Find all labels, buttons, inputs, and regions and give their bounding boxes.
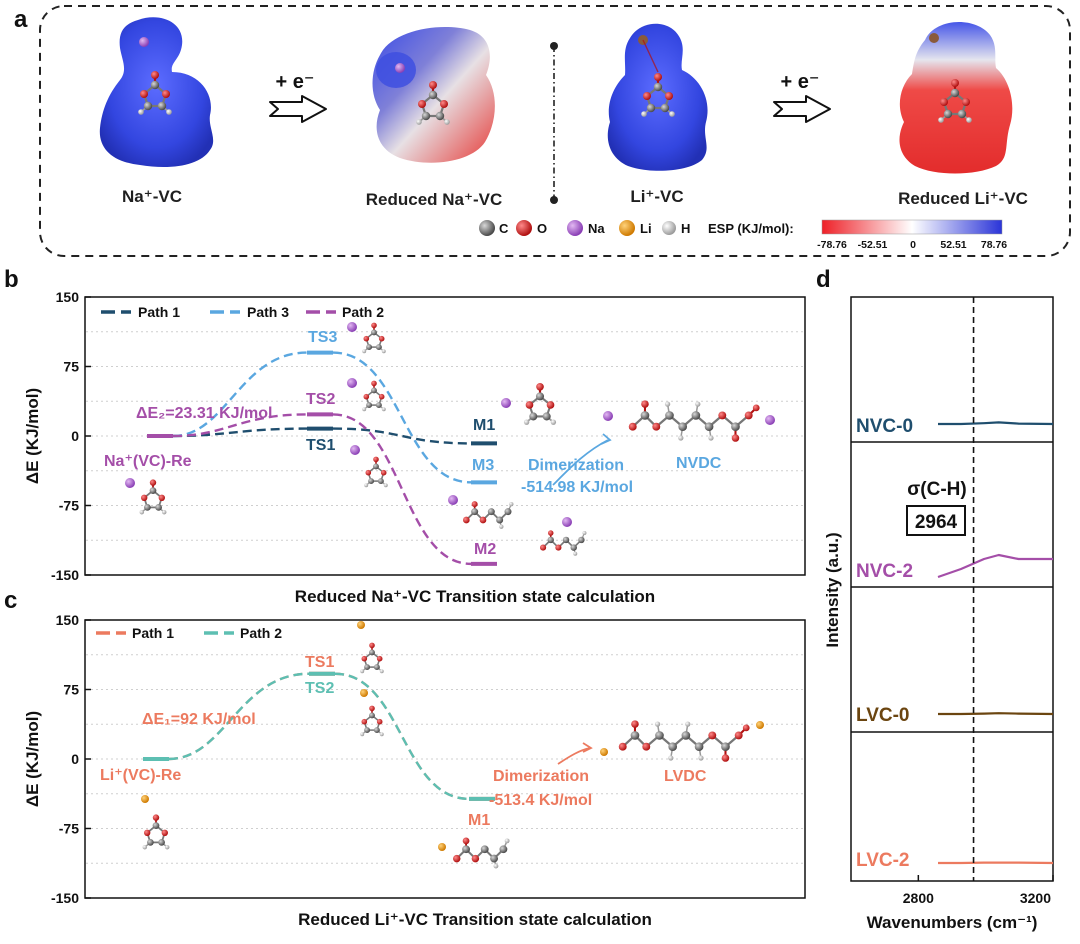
label-c-product: LVDC [664, 768, 707, 785]
legend-o: O [537, 221, 547, 236]
label-c-dimer-energy: -513.4 KJ/mol [489, 792, 592, 809]
ytick-label: 0 [71, 428, 79, 444]
ytick-label: 150 [56, 612, 80, 628]
ytick-label: 0 [71, 751, 79, 767]
label-reduced-li-vc: Reduced Li⁺-VC [898, 189, 1028, 208]
label-c-dimerization: Dimerization [493, 768, 589, 785]
esp-surface-reduced-li-vc [899, 22, 1012, 173]
molecule-na-vc: Na⁺-VC [100, 17, 213, 206]
xtick-label: 2800 [903, 890, 934, 906]
li-atom [929, 33, 939, 43]
panel-letter-b: b [4, 266, 19, 293]
label-lvc-0: LVC-0 [856, 705, 909, 726]
label-c-m1: M1 [468, 812, 490, 829]
esp-surface-na-vc [100, 17, 213, 167]
label-b-m3: M3 [472, 457, 494, 474]
ytick-label: -75 [59, 498, 79, 514]
panel-b-xlabel: Reduced Na⁺-VC Transition state calculat… [295, 587, 655, 606]
legend-path3: Path 3 [247, 304, 289, 320]
panel-letter-a: a [14, 6, 28, 33]
label-b-ts3: TS3 [308, 329, 337, 346]
peak-value: 2964 [915, 512, 958, 533]
ytick-label: 75 [63, 682, 79, 698]
legend-c-path1: Path 1 [132, 625, 174, 641]
legend-na: Na [588, 221, 605, 236]
esp-title: ESP (KJ/mol): [708, 221, 794, 236]
label-li-vc: Li⁺-VC [630, 187, 683, 206]
panel-d-ylabel: Intensity (a.u.) [823, 532, 842, 647]
ytick-label: -150 [51, 567, 79, 583]
panel-letter-c: c [4, 587, 17, 614]
hydrogen-atom-icon [662, 221, 676, 235]
esp-gradient-bar [822, 220, 1002, 234]
label-c-ts1: TS1 [305, 654, 334, 671]
panel-d-frame [851, 297, 1053, 881]
panel-b: b -150 -75 0 75 150 ΔE (KJ/mol) Reduced Na⁺-… [4, 266, 805, 606]
hollow-arrow-icon [270, 96, 326, 122]
label-c-ts2: TS2 [305, 680, 334, 697]
molecule-reduced-na-vc: Reduced Na⁺-VC [366, 27, 503, 209]
label-na-vc: Na⁺-VC [122, 187, 182, 206]
ytick-label: -150 [51, 890, 79, 906]
esp-tick-label: -52.51 [858, 239, 888, 251]
panel-a-divider [550, 42, 558, 204]
electron-label-2: + e⁻ [781, 71, 820, 93]
panel-letter-d: d [816, 266, 831, 293]
label-b-ts2: TS2 [306, 391, 335, 408]
panel-d-xlabel: Wavenumbers (cm⁻¹) [867, 913, 1038, 932]
label-b-dimer-energy: -514.98 KJ/mol [521, 479, 633, 496]
molecule-li-vc: Li⁺-VC [608, 24, 708, 206]
label-b-product: NVDC [676, 455, 722, 472]
legend-path1: Path 1 [138, 304, 180, 320]
panel-b-ylabel: ΔE (KJ/mol) [23, 388, 42, 484]
ytick-label: 75 [63, 359, 79, 375]
label-b-m2: M2 [474, 541, 496, 558]
panel-c-ylabel: ΔE (KJ/mol) [23, 711, 42, 807]
na-atom [139, 37, 149, 47]
label-b-m1: M1 [473, 417, 495, 434]
panel-c-xlabel: Reduced Li⁺-VC Transition state calculat… [298, 910, 652, 929]
molecule-reduced-li-vc: Reduced Li⁺-VC [898, 22, 1028, 208]
na-atom [395, 63, 405, 73]
esp-colorbar: ESP (KJ/mol): -78.76 -52.51 0 52.51 78.76 [708, 220, 1007, 251]
legend-h: H [681, 221, 690, 236]
oxygen-atom-icon [516, 220, 532, 236]
label-b-barrier: ΔE₂=23.31 KJ/mol [136, 405, 272, 422]
esp-tick-label: -78.76 [817, 239, 847, 251]
label-nvc-0: NVC-0 [856, 416, 913, 437]
label-reduced-na-vc: Reduced Na⁺-VC [366, 190, 503, 209]
panel-d: d NVC-0 NVC-2 LVC-0 LVC-2 σ(C-H) 2964 28… [816, 266, 1053, 932]
panel-a: a Na⁺-VC + e⁻ Reduced Na⁺-VC [14, 6, 1070, 256]
reduction-arrow-1: + e⁻ [270, 71, 326, 122]
xtick-label: 3200 [1020, 890, 1051, 906]
ytick-label: 150 [56, 289, 80, 305]
sigma-ch-annotation: σ(C-H) [907, 479, 966, 500]
label-c-barrier: ΔE₁=92 KJ/mol [142, 711, 256, 728]
label-b-dimerization: Dimerization [528, 457, 624, 474]
label-nvc-2: NVC-2 [856, 561, 913, 582]
electron-label-1: + e⁻ [276, 71, 315, 93]
label-na-start: Na⁺(VC)-Re [104, 453, 192, 470]
sodium-atom-icon [567, 220, 583, 236]
ytick-label: -75 [59, 821, 79, 837]
legend-path2: Path 2 [342, 304, 384, 320]
legend-c-path2: Path 2 [240, 625, 282, 641]
atom-legend: C O Na Li H [479, 220, 690, 236]
panel-c: c -150 -75 0 75 150 ΔE (KJ/mol) Reduced Li⁺-… [4, 587, 805, 929]
label-li-start: Li⁺(VC)-Re [100, 767, 181, 784]
esp-tick-label: 78.76 [981, 239, 1007, 251]
carbon-atom-icon [479, 220, 495, 236]
label-lvc-2: LVC-2 [856, 850, 909, 871]
esp-tick-label: 0 [910, 239, 916, 251]
hollow-arrow-icon [774, 96, 830, 122]
label-b-ts1: TS1 [306, 437, 335, 454]
reduction-arrow-2: + e⁻ [774, 71, 830, 122]
lithium-atom-icon [619, 220, 635, 236]
esp-tick-label: 52.51 [940, 239, 966, 251]
spectrum-lvc-0 [938, 713, 1053, 714]
legend-li: Li [640, 221, 652, 236]
esp-surface-li-vc [608, 24, 708, 171]
legend-c: C [499, 221, 509, 236]
